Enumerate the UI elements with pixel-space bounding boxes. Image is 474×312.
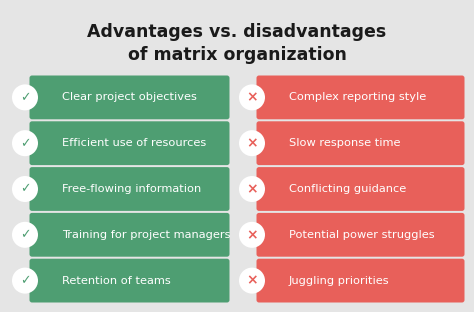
Text: ✓: ✓ <box>20 137 30 150</box>
Text: ×: × <box>246 182 258 196</box>
Text: ✓: ✓ <box>20 183 30 196</box>
Text: Clear project objectives: Clear project objectives <box>62 92 197 102</box>
Circle shape <box>12 222 38 248</box>
Text: Conflicting guidance: Conflicting guidance <box>289 184 406 194</box>
FancyBboxPatch shape <box>256 259 465 303</box>
FancyBboxPatch shape <box>29 259 229 303</box>
FancyBboxPatch shape <box>256 213 465 257</box>
FancyBboxPatch shape <box>256 167 465 211</box>
Circle shape <box>239 222 265 248</box>
Text: Complex reporting style: Complex reporting style <box>289 92 426 102</box>
FancyBboxPatch shape <box>29 213 229 257</box>
Text: ✓: ✓ <box>20 228 30 241</box>
Text: of matrix organization: of matrix organization <box>128 46 346 64</box>
Text: Slow response time: Slow response time <box>289 138 401 148</box>
Text: Advantages vs. disadvantages: Advantages vs. disadvantages <box>87 23 387 41</box>
FancyBboxPatch shape <box>29 76 229 119</box>
Text: Free-flowing information: Free-flowing information <box>62 184 201 194</box>
Circle shape <box>239 130 265 156</box>
Text: ×: × <box>246 228 258 242</box>
Circle shape <box>239 268 265 294</box>
Text: ×: × <box>246 136 258 150</box>
FancyBboxPatch shape <box>256 76 465 119</box>
Text: Training for project managers: Training for project managers <box>62 230 230 240</box>
FancyBboxPatch shape <box>256 121 465 165</box>
Text: ×: × <box>246 90 258 105</box>
FancyBboxPatch shape <box>29 121 229 165</box>
Text: Potential power struggles: Potential power struggles <box>289 230 435 240</box>
Circle shape <box>12 176 38 202</box>
Text: ✓: ✓ <box>20 91 30 104</box>
Circle shape <box>239 85 265 110</box>
Circle shape <box>12 85 38 110</box>
FancyBboxPatch shape <box>29 167 229 211</box>
Circle shape <box>239 176 265 202</box>
Text: ✓: ✓ <box>20 274 30 287</box>
Text: Efficient use of resources: Efficient use of resources <box>62 138 206 148</box>
Circle shape <box>12 268 38 294</box>
Circle shape <box>12 130 38 156</box>
Text: ×: × <box>246 274 258 288</box>
Text: Juggling priorities: Juggling priorities <box>289 275 390 285</box>
Text: Retention of teams: Retention of teams <box>62 275 171 285</box>
